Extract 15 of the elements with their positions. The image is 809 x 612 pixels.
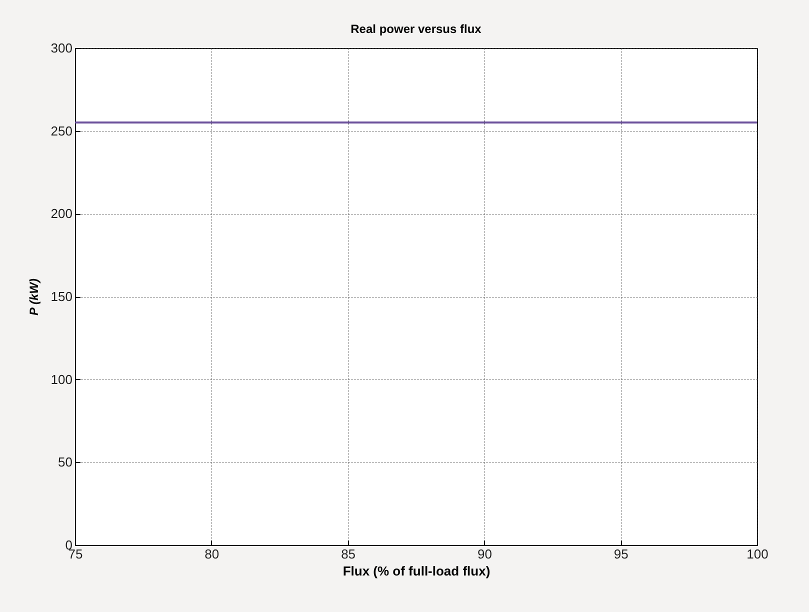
x-tick-label: 100 — [746, 546, 768, 562]
x-tick-label: 90 — [477, 546, 492, 562]
y-tick-label: 200 — [50, 206, 72, 222]
y-tick-label: 150 — [50, 289, 72, 304]
y-tick-label: 300 — [50, 40, 72, 56]
y-tick-label: 250 — [50, 123, 72, 138]
y-tick-label: 0 — [65, 538, 72, 552]
y-axis-title: P (kW) — [26, 278, 41, 316]
x-tick-label: 85 — [341, 546, 356, 562]
chart-title: Real power versus flux — [350, 22, 482, 36]
x-axis-title: Flux (% of full-load flux) — [342, 564, 490, 578]
x-tick-label: 80 — [204, 546, 220, 562]
y-tick-label: 100 — [50, 372, 72, 387]
x-tick-label: 95 — [614, 546, 628, 562]
y-tick-label: 50 — [58, 454, 72, 470]
